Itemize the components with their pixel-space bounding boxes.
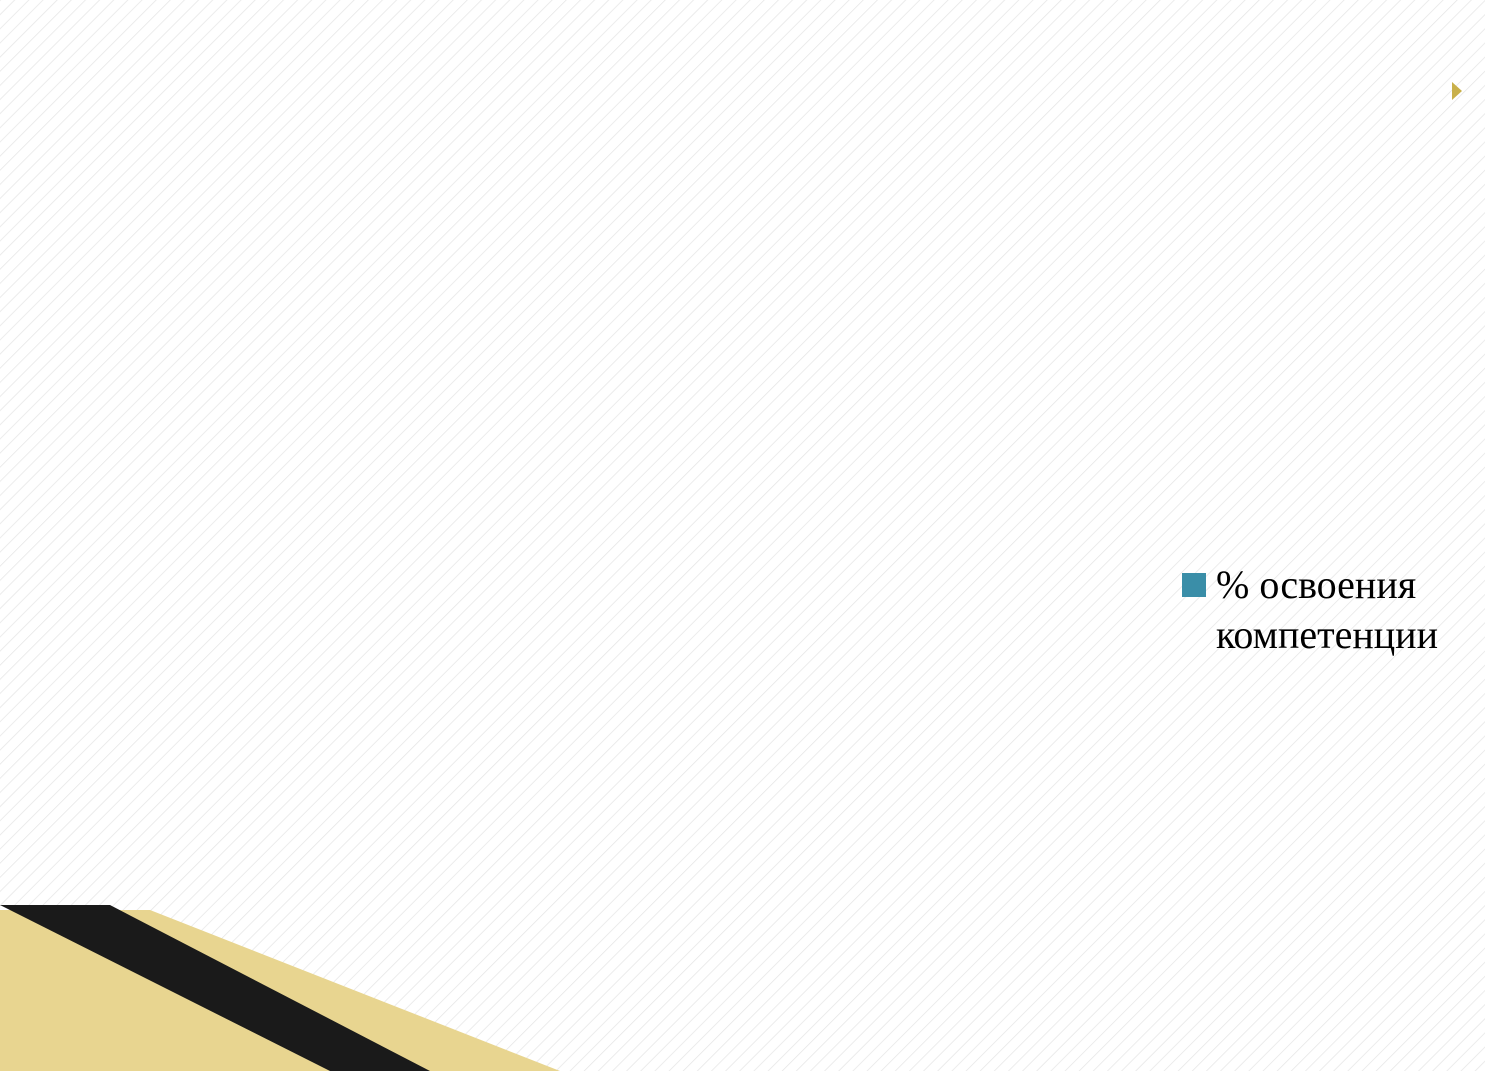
decoration (1452, 82, 1462, 100)
decoration (0, 905, 430, 1071)
legend-swatch (1182, 573, 1206, 597)
legend: % освоения компетенции (1182, 560, 1472, 660)
legend-label: % освоения компетенции (1216, 562, 1438, 657)
